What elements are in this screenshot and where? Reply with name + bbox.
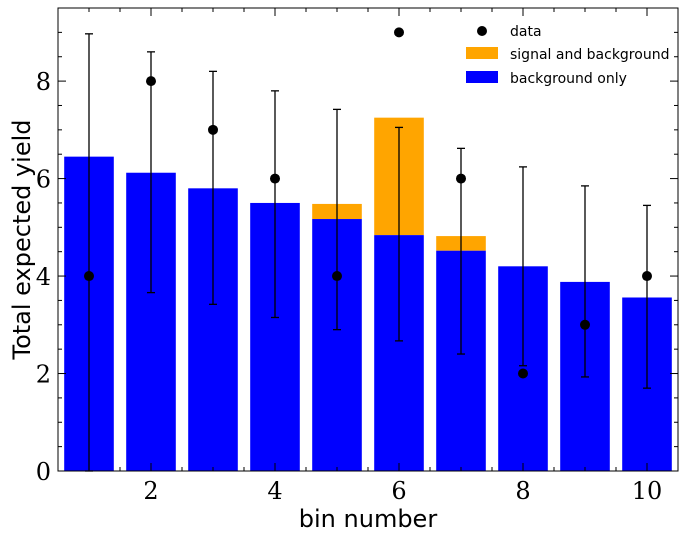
axes-layer: 2 4 6 8 10 0 2 4 6 8 (36, 7, 679, 505)
data-point-4 (270, 173, 280, 184)
x-axis-label: bin number (299, 505, 438, 533)
data-point-7 (456, 173, 466, 184)
data-point-10 (642, 271, 652, 282)
data-points-layer (84, 27, 652, 379)
data-point-5 (332, 271, 342, 282)
legend: data signal and background background on… (466, 24, 669, 87)
data-point-9 (580, 319, 590, 330)
y-tick-label-0: 0 (36, 458, 51, 486)
data-point-6 (394, 27, 404, 38)
bars-layer (64, 117, 672, 472)
legend-data-marker (477, 26, 487, 36)
data-point-2 (146, 76, 156, 87)
x-tick-label-2: 2 (143, 477, 158, 505)
y-tick-label-8: 8 (36, 68, 51, 96)
legend-signal-swatch (466, 47, 498, 59)
y-tick-label-4: 4 (36, 263, 51, 291)
y-tick-label-2: 2 (36, 361, 51, 389)
x-tick-label-10: 10 (632, 477, 663, 505)
legend-data-label: data (510, 24, 542, 40)
x-tick-label-6: 6 (391, 477, 406, 505)
legend-background-swatch (466, 71, 498, 83)
legend-signal-label: signal and background (510, 47, 669, 63)
y-axis-label: Total expected yield (8, 120, 36, 361)
data-point-8 (518, 368, 528, 379)
data-point-1 (84, 271, 94, 282)
y-tick-label-6: 6 (36, 166, 51, 194)
legend-background-label: background only (510, 71, 627, 87)
x-tick-label-4: 4 (267, 477, 282, 505)
data-point-3 (208, 124, 218, 135)
x-tick-label-8: 8 (515, 477, 530, 505)
